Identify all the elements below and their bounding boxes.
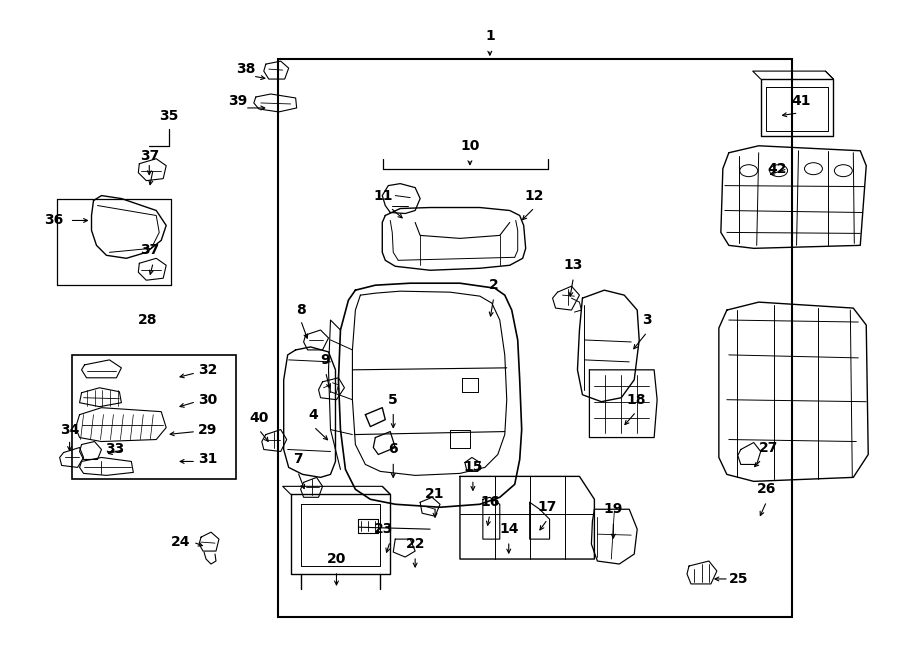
Text: 12: 12 xyxy=(525,188,544,202)
Text: 31: 31 xyxy=(198,453,218,467)
Text: 10: 10 xyxy=(460,139,480,153)
Text: 37: 37 xyxy=(140,243,159,257)
Text: 3: 3 xyxy=(643,313,652,327)
Text: 7: 7 xyxy=(292,453,302,467)
Text: 32: 32 xyxy=(198,363,218,377)
Text: 33: 33 xyxy=(104,442,124,457)
Text: 40: 40 xyxy=(249,410,268,424)
Text: 16: 16 xyxy=(480,495,500,509)
Text: 23: 23 xyxy=(374,522,393,536)
Text: 35: 35 xyxy=(159,109,179,123)
Text: 20: 20 xyxy=(327,552,346,566)
Text: 38: 38 xyxy=(236,62,256,76)
Text: 36: 36 xyxy=(44,214,63,227)
Text: 30: 30 xyxy=(198,393,218,407)
Text: 14: 14 xyxy=(499,522,518,536)
Text: 24: 24 xyxy=(170,535,190,549)
Text: 27: 27 xyxy=(759,440,778,455)
Text: 34: 34 xyxy=(60,422,79,436)
Text: 19: 19 xyxy=(604,502,623,516)
Text: 6: 6 xyxy=(389,442,398,457)
Text: 41: 41 xyxy=(792,94,811,108)
Text: 8: 8 xyxy=(296,303,305,317)
Text: 37: 37 xyxy=(140,149,159,163)
Text: 17: 17 xyxy=(538,500,557,514)
Text: 15: 15 xyxy=(464,461,482,475)
Text: 2: 2 xyxy=(489,278,499,292)
Text: 21: 21 xyxy=(426,487,445,501)
Text: 25: 25 xyxy=(729,572,749,586)
Text: 4: 4 xyxy=(309,408,319,422)
Text: 28: 28 xyxy=(138,313,157,327)
Text: 39: 39 xyxy=(229,94,248,108)
Text: 22: 22 xyxy=(405,537,425,551)
Text: 26: 26 xyxy=(757,483,777,496)
Text: 13: 13 xyxy=(563,258,583,272)
Text: 29: 29 xyxy=(198,422,218,436)
Text: 42: 42 xyxy=(768,162,788,176)
Text: 11: 11 xyxy=(374,188,393,202)
Text: 1: 1 xyxy=(485,29,495,43)
Text: 18: 18 xyxy=(626,393,646,407)
Text: 9: 9 xyxy=(320,353,330,367)
Text: 5: 5 xyxy=(389,393,398,407)
